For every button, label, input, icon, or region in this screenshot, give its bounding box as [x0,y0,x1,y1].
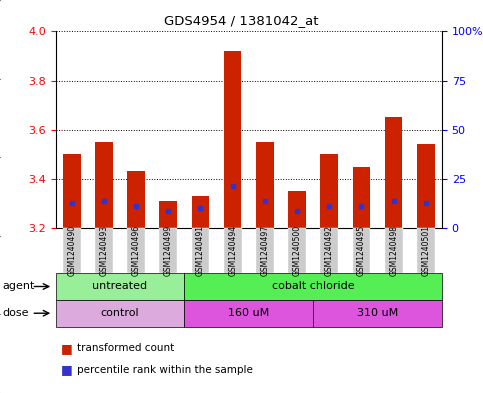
Bar [63,154,81,228]
Bar [320,154,338,228]
Text: GSM1240494: GSM1240494 [228,225,237,276]
Text: 160 uM: 160 uM [228,308,270,318]
Text: GSM1240493: GSM1240493 [99,225,108,276]
Text: GSM1240495: GSM1240495 [357,225,366,276]
Bar [224,51,242,228]
Text: GSM1240501: GSM1240501 [421,225,430,276]
Text: 310 uM: 310 uM [357,308,398,318]
Text: GSM1240500: GSM1240500 [293,225,301,276]
Text: GSM1240491: GSM1240491 [196,225,205,276]
Bar [256,142,274,228]
Text: GSM1240499: GSM1240499 [164,225,173,276]
Text: GDS4954 / 1381042_at: GDS4954 / 1381042_at [164,14,319,27]
Text: GSM1240492: GSM1240492 [325,225,334,276]
Text: GSM1240496: GSM1240496 [131,225,141,276]
Bar [417,145,435,228]
Bar [353,167,370,228]
Bar [385,118,402,228]
Text: GSM1240490: GSM1240490 [67,225,76,276]
Text: untreated: untreated [92,281,147,292]
Text: ■: ■ [60,363,72,376]
Text: transformed count: transformed count [77,343,174,353]
Text: cobalt chloride: cobalt chloride [272,281,355,292]
Text: control: control [100,308,139,318]
Text: percentile rank within the sample: percentile rank within the sample [77,365,253,375]
Bar [159,201,177,228]
Text: agent: agent [2,281,35,292]
Text: ■: ■ [60,342,72,355]
Text: dose: dose [2,308,29,318]
Bar [95,142,113,228]
Text: GSM1240497: GSM1240497 [260,225,270,276]
Bar [192,196,209,228]
Text: GSM1240498: GSM1240498 [389,225,398,276]
Bar [288,191,306,228]
Bar [127,171,145,228]
